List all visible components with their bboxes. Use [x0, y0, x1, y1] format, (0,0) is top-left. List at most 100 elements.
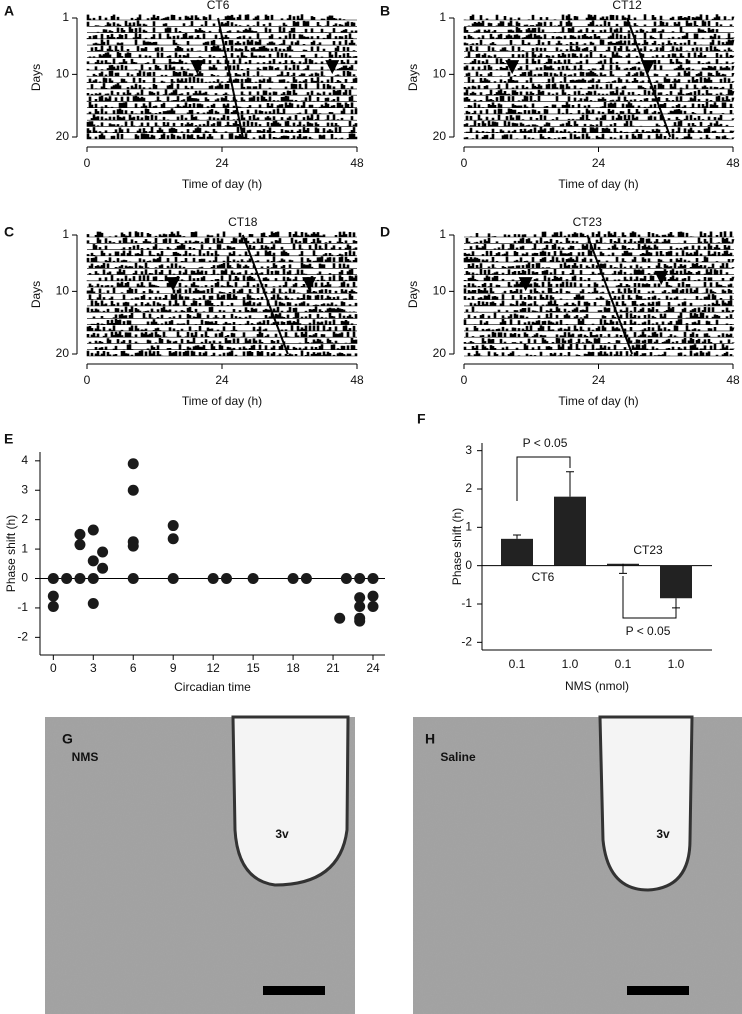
- x-tick-label: 24: [215, 156, 229, 170]
- data-point: [127, 540, 139, 552]
- activity-row: [464, 45, 734, 52]
- panel-label: A: [4, 3, 14, 19]
- activity-row: [86, 95, 357, 102]
- x-tick-label: 0: [84, 373, 91, 387]
- bar: [501, 538, 533, 566]
- data-point: [47, 600, 59, 612]
- data-point: [167, 533, 179, 545]
- x-axis-label: Time of day (h): [182, 394, 262, 408]
- y-tick-label: 10: [56, 284, 70, 298]
- y-tick-label: 10: [433, 284, 447, 298]
- activity-row: [87, 344, 358, 351]
- panel-label: B: [380, 3, 390, 19]
- data-point: [220, 573, 232, 585]
- activity-row: [463, 33, 735, 40]
- x-tick-label: 3: [90, 661, 97, 675]
- y-tick-label: 4: [21, 453, 28, 467]
- activity-row: [463, 58, 735, 65]
- data-point: [354, 573, 366, 585]
- activity-row: [463, 243, 734, 250]
- y-axis-label: Days: [29, 281, 43, 308]
- activity-row: [86, 14, 357, 21]
- x-tick-label: 0: [84, 156, 91, 170]
- activity-row: [463, 281, 734, 288]
- pulse-marker: [518, 277, 533, 292]
- data-point: [367, 590, 379, 602]
- x-tick-label: 12: [206, 661, 220, 675]
- data-point: [354, 615, 366, 627]
- x-tick-label: 24: [215, 373, 229, 387]
- y-tick-label: 10: [56, 67, 70, 81]
- error-bar: [619, 563, 627, 574]
- activity-row: [87, 262, 357, 269]
- y-axis-label: Phase shift (h): [450, 508, 464, 585]
- ventricle-label: 3v: [275, 827, 289, 841]
- activity-row: [87, 312, 358, 319]
- data-point: [74, 539, 86, 551]
- x-tick-label: 24: [592, 373, 606, 387]
- activity-row: [464, 325, 735, 332]
- activity-row: [463, 39, 735, 46]
- data-point: [127, 458, 139, 470]
- activity-row: [464, 300, 734, 307]
- pulse-marker: [654, 270, 669, 285]
- micrograph-label: Saline: [440, 750, 476, 764]
- phase-line: [586, 234, 634, 355]
- data-point: [74, 573, 86, 585]
- y-tick-label: 1: [62, 227, 69, 241]
- activity-row: [87, 45, 357, 52]
- activity-row: [86, 89, 357, 96]
- data-point: [334, 612, 346, 624]
- data-point: [367, 573, 379, 585]
- activity-row: [87, 26, 358, 33]
- bar: [554, 496, 586, 566]
- ventricle: [231, 715, 350, 887]
- activity-row: [86, 231, 357, 238]
- x-tick-label: 0: [461, 156, 468, 170]
- activity-row: [463, 120, 734, 127]
- pulse-marker: [166, 277, 181, 292]
- panel-label: C: [4, 224, 14, 240]
- y-tick-label: 0: [465, 558, 472, 572]
- activity-row: [87, 114, 357, 121]
- activity-row: [464, 231, 734, 238]
- activity-row: [463, 89, 735, 96]
- activity-row: [86, 58, 358, 65]
- activity-row: [463, 256, 735, 263]
- data-point: [87, 573, 99, 585]
- x-tick-label: 15: [246, 661, 260, 675]
- activity-row: [463, 294, 734, 300]
- x-tick-label: 48: [726, 156, 740, 170]
- data-point: [87, 524, 99, 536]
- activity-row: [464, 350, 734, 357]
- data-point: [207, 573, 219, 585]
- data-point: [127, 484, 139, 496]
- bar: [660, 565, 692, 599]
- phase-line: [241, 234, 289, 355]
- activity-row: [86, 325, 357, 332]
- x-tick-label: 24: [366, 661, 380, 675]
- x-tick-label: 1.0: [668, 657, 685, 671]
- activity-row: [464, 20, 734, 27]
- x-tick-label: 0: [50, 661, 57, 675]
- activity-row: [87, 243, 358, 250]
- x-axis-label: NMS (nmol): [565, 679, 629, 693]
- bracket: [516, 456, 571, 501]
- annotation: CT6: [532, 570, 555, 584]
- y-tick-label: 3: [465, 443, 472, 457]
- data-point: [300, 573, 312, 585]
- data-point: [247, 573, 259, 585]
- data-point: [74, 528, 86, 540]
- data-point: [127, 573, 139, 585]
- activity-row: [463, 95, 735, 102]
- activity-row: [464, 312, 734, 319]
- x-tick-label: 6: [130, 661, 137, 675]
- data-point: [87, 598, 99, 610]
- data-point: [97, 546, 109, 558]
- y-tick-label: 0: [21, 571, 28, 585]
- y-axis-label: Phase shift (h): [4, 515, 18, 592]
- activity-row: [463, 133, 735, 140]
- y-tick-label: -1: [461, 596, 472, 610]
- chart-title: CT18: [228, 215, 258, 229]
